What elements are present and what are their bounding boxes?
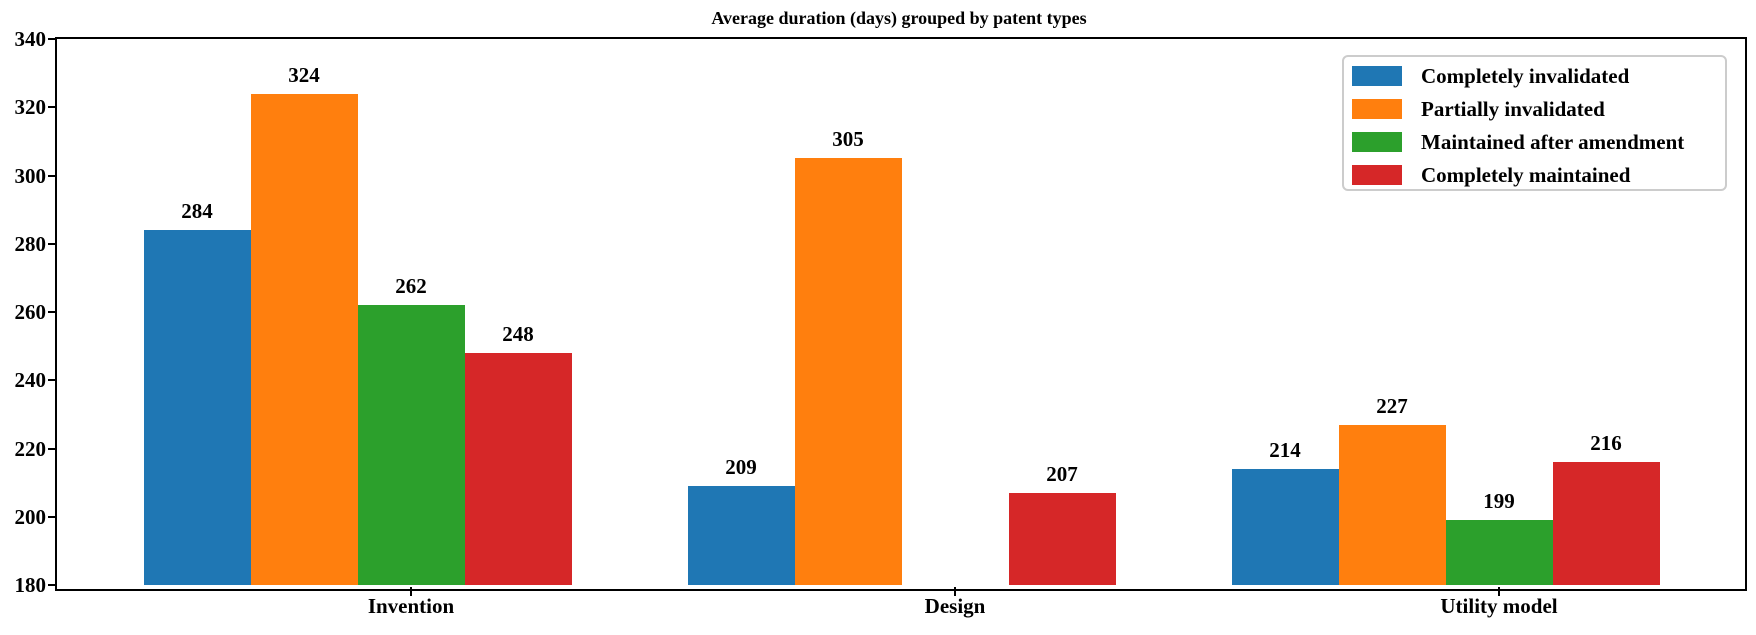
bar-value-label: 324 [288, 62, 320, 87]
legend-item: Completely maintained [1344, 158, 1725, 191]
y-tick-mark [48, 38, 57, 40]
bar-completely-invalidated [687, 486, 795, 585]
bar-value-label: 305 [832, 127, 864, 152]
bar-value-label: 227 [1376, 393, 1408, 418]
y-tick-mark [48, 311, 57, 313]
y-tick-mark [48, 174, 57, 177]
bar-completely-maintained [1552, 462, 1660, 585]
bar-maintained-after-amendment [357, 305, 465, 585]
legend: Completely invalidated Partially invalida… [1342, 55, 1727, 191]
x-tick-mark [954, 587, 956, 596]
y-tick-mark [48, 106, 57, 109]
y-tick-label: 340 [14, 27, 47, 51]
legend-item: Partially invalidated [1344, 92, 1725, 125]
bar-value-label: 209 [725, 455, 757, 480]
x-tick-mark [1498, 587, 1500, 596]
bar-partially-invalidated [250, 93, 358, 585]
x-tick-label: Utility model [1440, 594, 1558, 618]
y-tick-label: 280 [14, 231, 47, 256]
bar-completely-invalidated [143, 230, 251, 585]
bar-value-label: 207 [1046, 461, 1078, 486]
axes-frame [55, 37, 1747, 591]
y-tick-mark [48, 515, 57, 518]
legend-label: Completely invalidated [1421, 63, 1630, 88]
x-tick-label: Invention [367, 594, 455, 618]
bar-maintained-after-amendment [1445, 520, 1553, 585]
legend-swatch-icon [1352, 164, 1402, 185]
y-tick-mark [48, 379, 57, 382]
x-tick-label: Design [924, 594, 986, 618]
legend-item: Maintained after amendment [1344, 125, 1725, 158]
bar-completely-invalidated [1231, 468, 1339, 585]
bar-completely-maintained [464, 352, 572, 585]
bar-value-label: 214 [1269, 437, 1301, 462]
bar-value-label: 262 [395, 274, 427, 299]
legend-swatch-icon [1352, 131, 1402, 152]
legend-swatch-icon [1352, 98, 1402, 119]
y-tick-mark [48, 584, 57, 586]
bar-value-label: 199 [1483, 489, 1515, 514]
bar-value-label: 216 [1590, 431, 1622, 456]
legend-swatch-icon [1352, 65, 1402, 86]
legend-label: Maintained after amendment [1421, 129, 1685, 154]
y-tick-label: 300 [14, 163, 47, 188]
bar-value-label: 284 [181, 199, 213, 224]
bar-partially-invalidated [1338, 424, 1446, 585]
legend-item: Completely invalidated [1344, 59, 1725, 92]
y-tick-label: 240 [14, 368, 47, 393]
bar-partially-invalidated [794, 158, 902, 585]
y-tick-label: 200 [14, 504, 47, 529]
bar-completely-maintained [1008, 492, 1116, 585]
legend-label: Partially invalidated [1421, 96, 1605, 121]
y-tick-label: 320 [14, 95, 47, 120]
y-tick-mark [48, 242, 57, 245]
y-tick-mark [48, 447, 57, 450]
y-tick-label: 220 [14, 436, 47, 461]
chart-title: Average duration (days) grouped by paten… [711, 8, 1087, 28]
x-tick-mark [410, 587, 412, 596]
legend-label: Completely maintained [1421, 162, 1631, 187]
bar-value-label: 248 [502, 321, 534, 346]
y-tick-label: 260 [14, 300, 47, 324]
y-tick-label: 180 [14, 573, 47, 597]
